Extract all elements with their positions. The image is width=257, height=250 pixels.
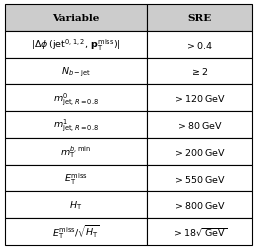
Text: $> 120\,\mathrm{GeV}$: $> 120\,\mathrm{GeV}$ [173, 93, 226, 104]
Text: $> 800\,\mathrm{GeV}$: $> 800\,\mathrm{GeV}$ [173, 200, 226, 210]
Bar [147, 58, 252, 85]
Text: $|\Delta\phi\,(\mathrm{jet}^{0,1,2},\,\mathbf{p}_{\mathrm{T}}^{\mathrm{miss}})|$: $|\Delta\phi\,(\mathrm{jet}^{0,1,2},\,\m… [31, 38, 121, 52]
Text: $H_{\mathrm{T}}$: $H_{\mathrm{T}}$ [69, 199, 83, 211]
Text: $> 80\,\mathrm{GeV}$: $> 80\,\mathrm{GeV}$ [176, 120, 223, 130]
Bar [147, 32, 252, 58]
Text: $E_{\mathrm{T}}^{\mathrm{miss}}$: $E_{\mathrm{T}}^{\mathrm{miss}}$ [64, 171, 88, 186]
Text: SRE: SRE [187, 14, 212, 23]
Bar [5, 112, 147, 138]
Text: $N_{b-\mathrm{jet}}$: $N_{b-\mathrm{jet}}$ [61, 65, 91, 78]
Text: $> 18\sqrt{\,\mathrm{GeV}}$: $> 18\sqrt{\,\mathrm{GeV}}$ [172, 226, 227, 237]
Bar [5, 32, 147, 58]
Text: $m_{\mathrm{jet},R=0.8}^{0}$: $m_{\mathrm{jet},R=0.8}^{0}$ [53, 90, 99, 106]
Text: $> 0.4$: $> 0.4$ [185, 40, 214, 50]
Bar [147, 5, 252, 32]
Bar [147, 138, 252, 165]
Bar [5, 192, 147, 218]
Bar [147, 218, 252, 245]
Bar [5, 58, 147, 85]
Bar [147, 112, 252, 138]
Bar [147, 192, 252, 218]
Text: Variable: Variable [52, 14, 100, 23]
Bar [147, 85, 252, 112]
Bar [5, 5, 147, 32]
Text: $m_{\mathrm{jet},R=0.8}^{1}$: $m_{\mathrm{jet},R=0.8}^{1}$ [53, 117, 99, 133]
Bar [5, 138, 147, 165]
Text: $E_{\mathrm{T}}^{\mathrm{miss}}/\sqrt{H_{\mathrm{T}}}$: $E_{\mathrm{T}}^{\mathrm{miss}}/\sqrt{H_… [52, 223, 100, 240]
Bar [5, 165, 147, 192]
Bar [5, 218, 147, 245]
Text: $> 550\,\mathrm{GeV}$: $> 550\,\mathrm{GeV}$ [173, 173, 226, 184]
Bar [147, 165, 252, 192]
Text: $\geq 2$: $\geq 2$ [190, 66, 209, 77]
Text: $m_{\mathrm{T}}^{b,\mathrm{min}}$: $m_{\mathrm{T}}^{b,\mathrm{min}}$ [60, 144, 92, 160]
Text: $> 200\,\mathrm{GeV}$: $> 200\,\mathrm{GeV}$ [173, 146, 226, 157]
Bar [5, 85, 147, 112]
